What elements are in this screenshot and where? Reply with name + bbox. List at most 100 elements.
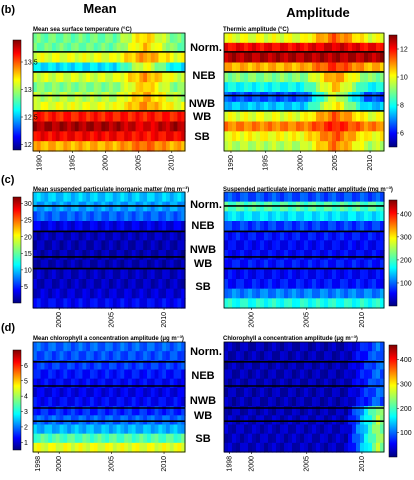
heatmap-cell: [169, 82, 175, 93]
heatmap-cell: [364, 82, 369, 93]
heatmap-cell: [177, 360, 182, 371]
heatmap-cell: [272, 433, 277, 444]
heatmap-cell: [372, 424, 377, 435]
heatmap-cell: [304, 192, 309, 203]
heatmap-cell: [93, 259, 99, 270]
heatmap-cell: [368, 259, 373, 270]
heatmap-cell: [256, 101, 261, 113]
heatmap-cell: [154, 415, 159, 426]
heatmap-cell: [324, 82, 329, 93]
heatmap-cell: [268, 72, 273, 83]
heatmap-cell: [40, 111, 45, 123]
heatmap-cell: [116, 279, 121, 290]
heatmap-cell: [116, 92, 121, 103]
heatmap-cell: [44, 415, 49, 426]
heatmap-cell: [124, 211, 129, 222]
heatmap-cell: [82, 298, 87, 309]
heatmap-cell: [236, 378, 241, 389]
heatmap-cell: [67, 240, 72, 251]
heatmap-cell: [376, 131, 381, 142]
heatmap-cell: [78, 42, 83, 54]
heatmap-cell: [292, 121, 297, 132]
heatmap-cell: [158, 211, 163, 222]
heatmap-cell: [372, 33, 377, 44]
heatmap-cell: [376, 279, 381, 290]
heatmap-cell: [177, 397, 182, 407]
heatmap-cell: [280, 433, 285, 444]
heatmap-cell: [154, 351, 159, 361]
heatmap-cell: [131, 415, 137, 426]
heatmap-cell: [158, 442, 163, 453]
heatmap-cell: [344, 192, 349, 203]
heatmap-cell: [224, 240, 229, 251]
heatmap-cell: [228, 141, 233, 152]
heatmap-cell: [260, 442, 265, 453]
heatmap-cell: [74, 406, 80, 416]
heatmap-cell: [162, 52, 167, 64]
heatmap-cell: [181, 240, 186, 251]
heatmap-cell: [316, 92, 321, 103]
heatmap-cell: [264, 442, 269, 453]
heatmap-cell: [260, 192, 265, 203]
heatmap-cell: [276, 351, 281, 361]
heatmap-cell: [316, 342, 321, 352]
heatmap-cell: [166, 442, 171, 453]
heatmap-cell: [128, 415, 133, 426]
heatmap-cell: [240, 342, 245, 352]
heatmap-cell: [240, 192, 245, 203]
heatmap-cell: [82, 101, 87, 113]
heatmap-cell: [59, 52, 64, 64]
heatmap-cell: [44, 279, 49, 290]
colorbar-gradient: [388, 34, 398, 148]
heatmap-cell: [93, 415, 99, 426]
heatmap-cell: [36, 192, 42, 203]
heatmap-cell: [300, 397, 305, 407]
heatmap-cell: [181, 62, 186, 73]
heatmap-cell: [280, 33, 285, 44]
heatmap-cell: [143, 72, 148, 83]
heatmap-cell: [124, 230, 129, 241]
heatmap-cell: [376, 240, 381, 251]
heatmap-cell: [116, 250, 121, 261]
heatmap-cell: [33, 369, 38, 380]
heatmap-cell: [284, 240, 289, 251]
heatmap-cell: [332, 369, 337, 380]
heatmap-cell: [63, 230, 68, 241]
heatmap-cell: [244, 240, 249, 251]
heatmap-cell: [55, 250, 61, 261]
heatmap-cell: [304, 82, 309, 93]
heatmap-cell: [232, 131, 237, 142]
heatmap-cell: [364, 52, 369, 64]
heatmap-cell: [55, 415, 61, 426]
heatmap-cell: [158, 369, 163, 380]
heatmap-cell: [244, 360, 249, 371]
heatmap-cell: [154, 424, 159, 435]
heatmap-cell: [105, 192, 110, 203]
colorbar-tick-label: 13,5: [24, 60, 38, 67]
heatmap-cell: [368, 415, 373, 426]
heatmap-cell: [380, 92, 385, 103]
heatmap-cell: [252, 351, 257, 361]
heatmap-cell: [284, 397, 289, 407]
heatmap-cell: [82, 378, 87, 389]
heatmap-cell: [252, 288, 257, 299]
heatmap-cell: [177, 240, 182, 251]
heatmap-cell: [116, 406, 121, 416]
heatmap-cell: [74, 101, 80, 113]
heatmap-cell: [284, 62, 289, 73]
heatmap-cell: [316, 406, 321, 416]
heatmap-cell: [150, 201, 156, 212]
heatmap-cell: [308, 250, 313, 261]
heatmap-cell: [55, 397, 61, 407]
heatmap-cell: [154, 121, 159, 132]
heatmap-cell: [143, 424, 148, 435]
heatmap-cell: [284, 269, 289, 280]
heatmap-cell: [124, 221, 129, 232]
heatmap-cell: [260, 397, 265, 407]
heatmap-cell: [240, 351, 245, 361]
heatmap-cell: [320, 424, 325, 435]
heatmap-cell: [328, 351, 333, 361]
heatmap-cell: [376, 111, 381, 123]
heatmap-cell: [324, 62, 329, 73]
heatmap-cell: [324, 360, 329, 371]
